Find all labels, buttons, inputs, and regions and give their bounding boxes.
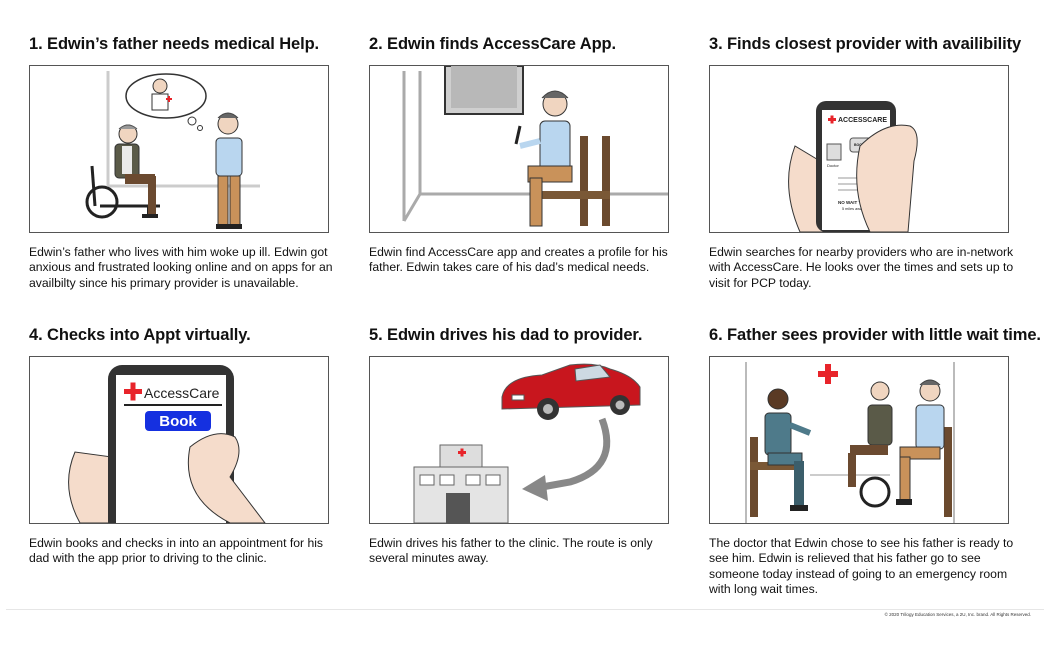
red-cross-icon (818, 364, 838, 384)
panel-4-title: 4. Checks into Appt virtually. (29, 326, 251, 344)
panel-4-illustration: AccessCare Book (29, 356, 329, 524)
red-cross-icon (124, 382, 142, 401)
wheelchair-father-figure (85, 124, 160, 219)
panel-2-description: Edwin find AccessCare app and creates a … (369, 245, 668, 275)
panel-3: 3. Finds closest provider with availibil… (709, 35, 1039, 290)
panel-5-title: 5. Edwin drives his dad to provider. (369, 326, 643, 344)
thought-bubble-icon (125, 73, 207, 131)
book-button-label: Book (159, 413, 197, 430)
edwin-standing-figure (215, 112, 243, 229)
drive-to-clinic-illustration (413, 363, 641, 523)
panel-3-illustration: ACCESSCARE BOOK APPOINTMENT Doctor NO WA… (709, 65, 1009, 233)
red-car-icon (501, 363, 641, 420)
panel-2-title: 2. Edwin finds AccessCare App. (369, 35, 617, 53)
clinic-building-icon (413, 444, 509, 523)
panel-5: 5. Edwin drives his dad to provider. (369, 326, 699, 565)
panel-4-description: Edwin books and checks in into an appoin… (29, 536, 324, 566)
book-button[interactable] (145, 411, 211, 431)
distance-label: 5 miles away (842, 207, 864, 211)
app-brand-large: AccessCare (144, 385, 220, 401)
edwin-phone-illustration (402, 66, 668, 227)
footer-divider (6, 609, 1044, 610)
doctor-figure (764, 388, 812, 511)
panel-2: 2. Edwin finds AccessCare App. (369, 35, 699, 274)
copyright-text: © 2020 Trilogy Education Services, a 2U,… (884, 612, 1031, 617)
panel-6-title: 6. Father sees provider with little wait… (709, 326, 1041, 344)
panel-1-description: Edwin’s father who lives with him woke u… (29, 245, 333, 290)
no-wait-label: NO WAIT TIME (838, 200, 869, 205)
panel-2-illustration (369, 65, 669, 233)
doctor-label: Doctor (827, 163, 839, 168)
app-brand-small: ACCESSCARE (838, 117, 887, 124)
edwin-seated-figure (514, 90, 610, 227)
panel-5-description: Edwin drives his father to the clinic. T… (369, 536, 653, 566)
panel-6: 6. Father sees provider with little wait… (709, 326, 1041, 596)
panel-4: 4. Checks into Appt virtually. AccessCar… (29, 326, 359, 565)
phone-search-illustration: ACCESSCARE BOOK APPOINTMENT Doctor NO WA… (788, 101, 918, 232)
panel-3-title: 3. Finds closest provider with availibil… (709, 35, 1022, 53)
window-icon (444, 66, 524, 115)
panel-1: 1. Edwin’s father needs medical Help. (29, 35, 359, 290)
panel-6-description: The doctor that Edwin chose to see his f… (709, 536, 1014, 597)
father-ill-illustration (85, 71, 260, 229)
panel-3-description: Edwin searches for nearby providers who … (709, 245, 1014, 290)
father-wheelchair-figure (848, 381, 893, 508)
panel-1-title: 1. Edwin’s father needs medical Help. (29, 35, 320, 53)
panel-1-illustration (29, 65, 329, 233)
edwin-seated-figure (896, 379, 945, 505)
panel-5-illustration (369, 356, 669, 524)
panel-6-illustration (709, 356, 1009, 524)
doctor-visit-illustration (745, 362, 955, 523)
checkin-phone-illustration: AccessCare Book (68, 365, 266, 523)
